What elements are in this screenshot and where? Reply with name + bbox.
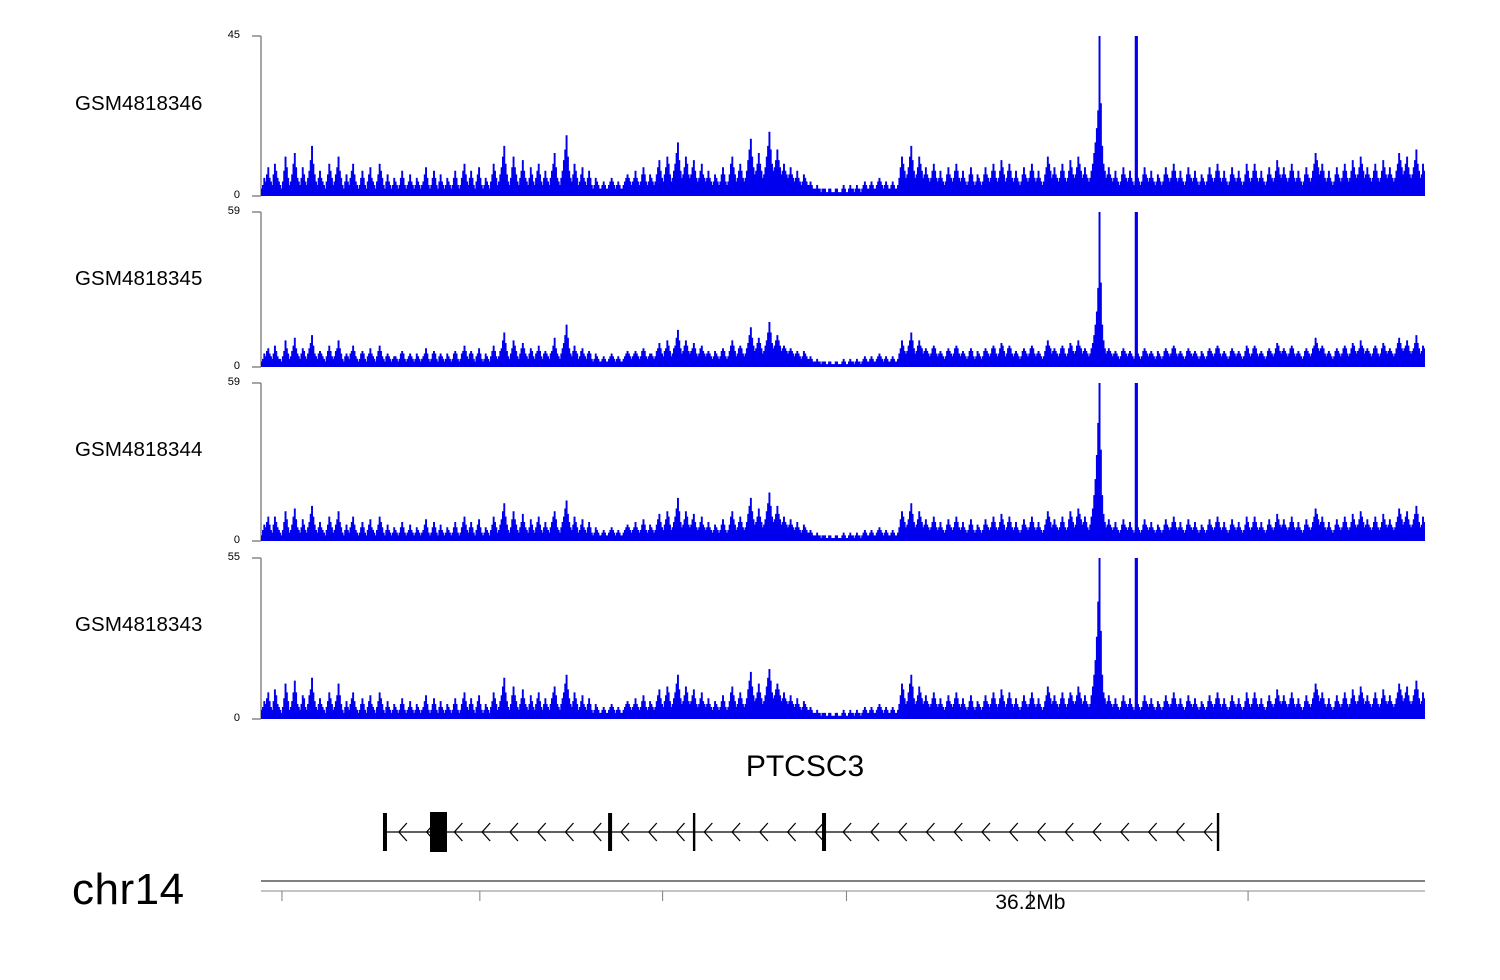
chromosome-ruler-panel: chr14 36.2Mb — [0, 865, 1500, 980]
gene-annotation-panel: PTCSC3 — [0, 750, 1500, 875]
axis-max-value: 59 — [227, 376, 240, 388]
exon-tick — [692, 813, 696, 851]
strand-arrow-icon — [925, 822, 935, 842]
strand-arrow-icon — [953, 822, 963, 842]
strand-arrow-icon — [1064, 822, 1074, 842]
axis-max-value: 55 — [227, 551, 240, 563]
strand-arrow-icon — [620, 822, 630, 842]
summit-peak — [1134, 36, 1138, 196]
coverage-plot-area[interactable] — [261, 36, 1425, 196]
strand-arrow-icon — [509, 822, 519, 842]
y-axis-bracket — [252, 382, 262, 542]
track-label-gsm4818346: GSM4818346 — [75, 92, 203, 115]
axis-min-value: 0 — [233, 189, 240, 201]
coverage-plot-area[interactable] — [261, 558, 1425, 719]
chromosome-label: chr14 — [72, 865, 185, 914]
strand-arrow-icon — [481, 822, 491, 842]
strand-arrow-icon — [1120, 822, 1130, 842]
ruler-axis-svg[interactable] — [0, 875, 1500, 915]
coverage-area — [261, 36, 1425, 196]
y-axis-bracket — [252, 35, 262, 197]
coverage-area — [261, 558, 1425, 719]
coverage-area — [261, 212, 1425, 367]
strand-arrow-icon — [759, 822, 769, 842]
track-label-gsm4818344: GSM4818344 — [75, 438, 203, 461]
strand-arrow-icon — [1092, 822, 1102, 842]
gene-name-label: PTCSC3 — [0, 750, 1500, 784]
gene-model-svg[interactable] — [0, 800, 1500, 875]
strand-arrow-icon — [675, 822, 686, 842]
gene-name-text: PTCSC3 — [745, 750, 865, 783]
exon-tick — [1216, 813, 1220, 851]
strand-arrow-icon — [870, 822, 880, 842]
strand-arrow-icon — [814, 822, 824, 842]
strand-arrow-icon — [703, 822, 713, 842]
exon-tick — [822, 813, 827, 851]
exon-tick — [608, 813, 613, 851]
track-label-gsm4818345: GSM4818345 — [75, 267, 203, 290]
strand-arrow-icon — [897, 822, 908, 842]
strand-arrow-icon — [786, 822, 797, 842]
axis-min-value: 0 — [233, 534, 240, 546]
strand-arrow-icon — [453, 822, 463, 842]
strand-arrow-icon — [398, 822, 408, 842]
strand-arrow-icon — [731, 822, 741, 842]
strand-arrow-icon — [592, 822, 602, 842]
summit-peak — [1134, 212, 1138, 367]
strand-arrow-icon — [1175, 822, 1185, 842]
coding-exon-block[interactable] — [430, 812, 447, 852]
ruler-coordinate-label: 36.2Mb — [995, 891, 1066, 914]
axis-min-value: 0 — [233, 712, 240, 724]
strand-arrow-icon — [1147, 822, 1158, 842]
coverage-area — [261, 383, 1425, 541]
y-axis-bracket — [252, 557, 262, 720]
y-axis-bracket — [252, 211, 262, 368]
coverage-plot-area[interactable] — [261, 212, 1425, 367]
strand-arrow-icon — [1203, 822, 1213, 842]
exon-tick — [382, 813, 387, 851]
axis-max-value: 59 — [227, 205, 240, 217]
strand-arrow-icon — [981, 822, 991, 842]
summit-peak — [1134, 558, 1138, 719]
coverage-plot-area[interactable] — [261, 383, 1425, 541]
strand-arrow-icon — [842, 822, 852, 842]
strand-arrow-icon — [564, 822, 574, 842]
axis-min-value: 0 — [233, 360, 240, 372]
strand-arrow-icon — [647, 822, 658, 842]
strand-arrow-icon — [1008, 822, 1019, 842]
summit-peak — [1134, 383, 1138, 541]
track-label-gsm4818343: GSM4818343 — [75, 613, 203, 636]
strand-arrow-icon — [536, 822, 547, 842]
strand-arrow-icon — [1036, 822, 1047, 842]
axis-max-value: 45 — [227, 29, 240, 41]
